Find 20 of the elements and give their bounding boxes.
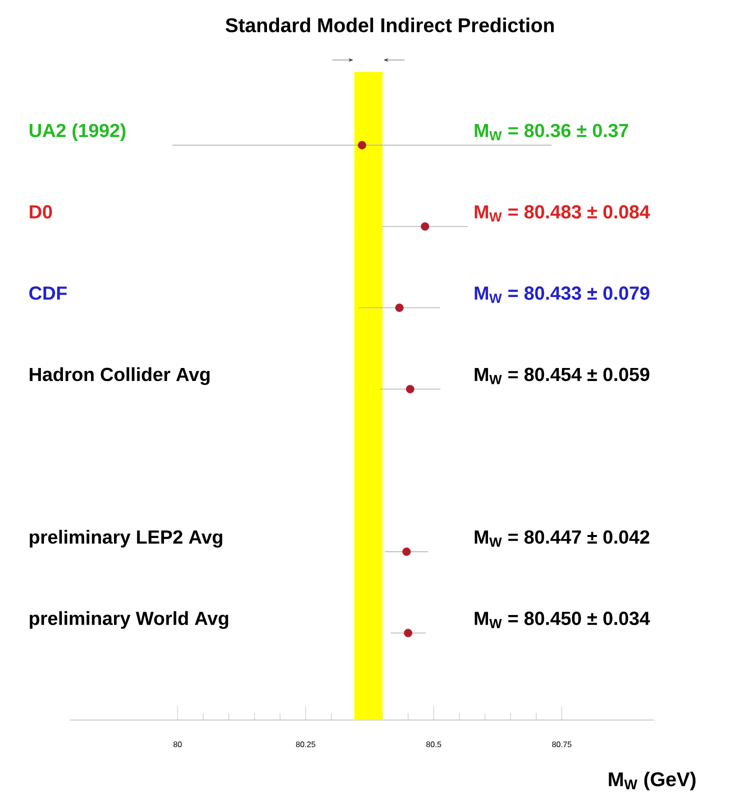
annotation: M$_{W}$ = 80.450 ± 0.034 (474, 612, 650, 628)
y-tick-label: UA2 (1992) (30, 123, 126, 141)
annotation: M$_{W}$ = 80.483 ± 0.084 (474, 205, 650, 222)
chart-title: Standard Model Indirect Prediction (226, 18, 554, 32)
point (395, 304, 404, 312)
y-tick-label: Hadron Collider Avg (30, 367, 210, 385)
annotation: M$_{W}$ = 80.454 ± 0.059 (474, 368, 650, 384)
annotation: M$_{W}$ = 80.36 ± 0.37 (474, 124, 628, 140)
y-tick-label: D0 (30, 205, 52, 219)
point (420, 222, 430, 231)
point (358, 140, 366, 150)
y-tick-label: preliminary World Avg (30, 611, 228, 629)
annotation: M$_{W}$ = 80.433 ± 0.079 (474, 286, 650, 303)
y-tick-label: CDF (29, 286, 67, 300)
annotation: M$_{W}$ = 80.447 ± 0.042 (474, 530, 650, 547)
y-tick-label: preliminary LEP2 Avg (30, 530, 222, 548)
point (402, 548, 411, 556)
point (406, 384, 414, 394)
point (404, 628, 412, 638)
x-axis-title: M$_{W}$ (GeV) (608, 772, 696, 790)
